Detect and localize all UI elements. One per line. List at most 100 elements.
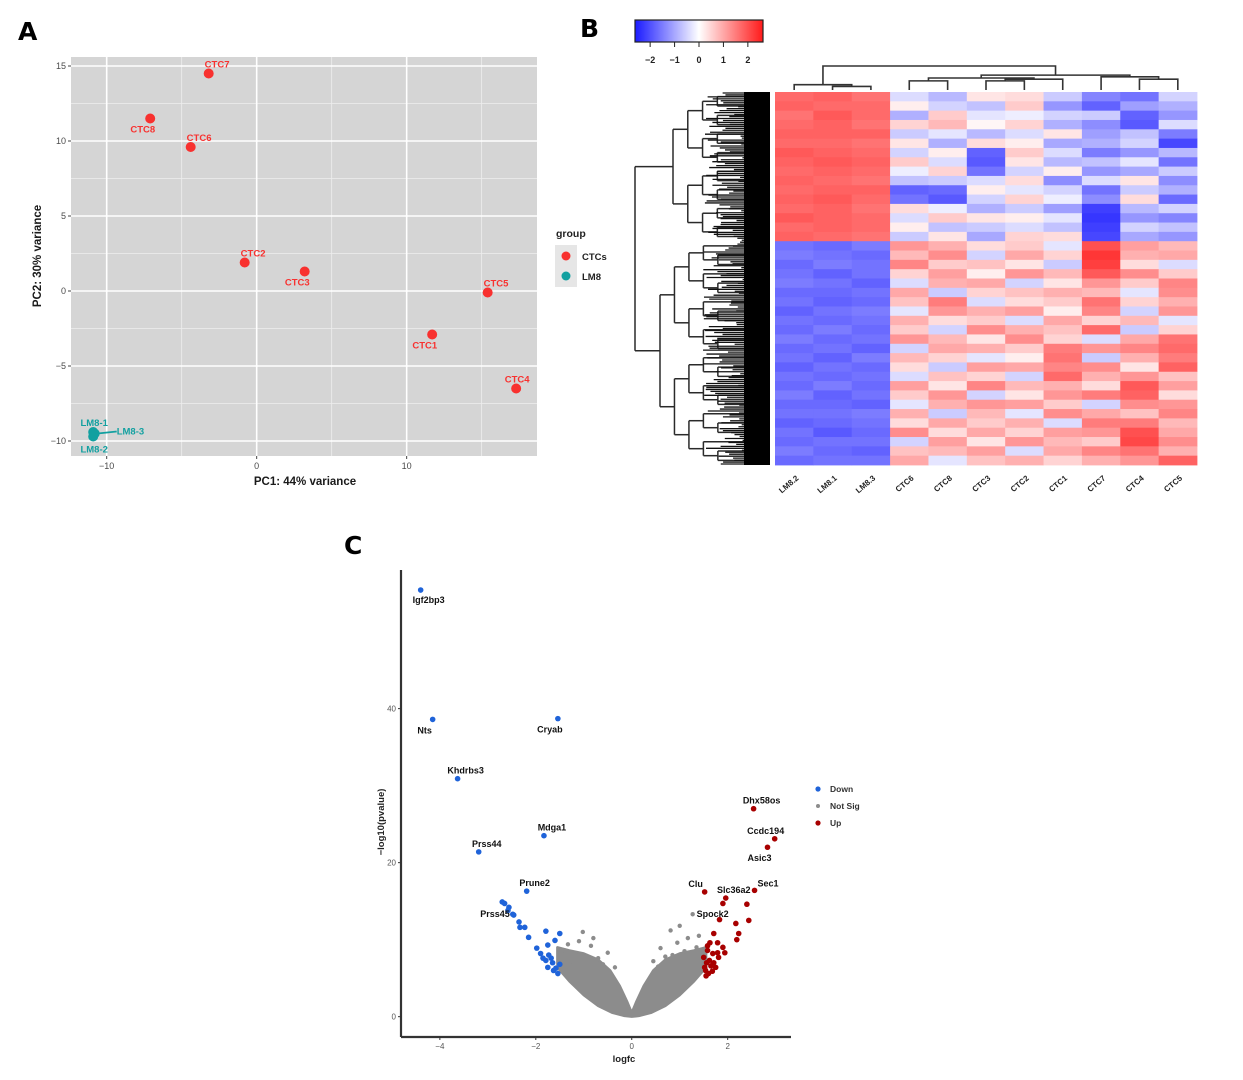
heatmap-cell — [1043, 101, 1083, 112]
heatmap-cell — [890, 231, 929, 242]
heatmap-cell — [966, 278, 1006, 289]
heatmap-cell — [1158, 455, 1198, 466]
pca-point-label: CTC6 — [187, 133, 212, 144]
heatmap-column-label: CTC2 — [1009, 473, 1031, 494]
volcano-point-up — [704, 943, 711, 949]
heatmap-cell — [1043, 371, 1083, 382]
volcano-point-down — [548, 955, 554, 961]
heatmap-cell — [813, 213, 853, 223]
heatmap-cell — [813, 241, 853, 251]
heatmap-cell — [1158, 269, 1198, 279]
volcano-point-up — [720, 900, 726, 907]
color-key-tick-label: 2 — [745, 55, 750, 65]
heatmap-cell — [890, 185, 929, 195]
heatmap-cell — [1043, 306, 1083, 317]
volcano-point-down — [555, 970, 561, 977]
heatmap-cell — [928, 175, 968, 186]
heatmap-cell — [813, 231, 853, 242]
heatmap-cell — [813, 147, 853, 158]
heatmap-cell — [1081, 101, 1121, 112]
volcano-legend-label-down: Down — [830, 784, 853, 794]
heatmap-cell — [966, 362, 1006, 373]
heatmap-cell — [851, 334, 891, 345]
volcano-gene-label: Ccdc194 — [747, 826, 784, 836]
heatmap-cell — [890, 222, 929, 233]
heatmap-cell — [1158, 353, 1198, 363]
heatmap-cell — [813, 427, 853, 438]
heatmap-cell — [966, 231, 1006, 242]
heatmap-cell — [966, 446, 1006, 457]
heatmap-cell — [1120, 418, 1160, 429]
heatmap-cell — [966, 381, 1006, 391]
volcano-point-up — [722, 949, 728, 956]
heatmap-cell — [966, 455, 1006, 466]
heatmap-cell — [851, 231, 891, 242]
heatmap-cell — [851, 166, 891, 177]
heatmap-cell — [1005, 147, 1044, 158]
pca-point — [185, 142, 196, 152]
heatmap-cell — [1158, 92, 1198, 102]
heatmap-cell — [775, 437, 814, 447]
volcano-point-down — [516, 919, 522, 925]
color-key-ticks: −2 −1 0 1 2 — [645, 42, 750, 65]
heatmap-cell — [1043, 231, 1083, 242]
heatmap-cell — [928, 334, 968, 345]
heatmap-cell — [1043, 203, 1083, 214]
volcano-labeled-point — [523, 888, 530, 894]
heatmap-column-label: CTC3 — [970, 473, 992, 494]
heatmap-cell — [813, 437, 853, 447]
volcano-point-not-sig — [605, 950, 610, 955]
heatmap-cell — [1043, 129, 1083, 140]
heatmap-cell — [890, 92, 929, 102]
volcano-point-up — [714, 949, 721, 956]
volcano-point-not-sig — [694, 945, 699, 950]
volcano-point-not-sig — [689, 952, 694, 957]
volcano-gene-label: Slc36a2 — [717, 885, 751, 895]
heatmap-cell — [1043, 92, 1083, 102]
heatmap-cell — [1005, 278, 1044, 289]
heatmap-cell — [928, 129, 968, 140]
heatmap-cell — [890, 381, 929, 391]
heatmap-cell — [966, 241, 1006, 251]
heatmap-cell — [813, 315, 853, 326]
volcano-point-up — [710, 930, 717, 937]
heatmap-cell — [1043, 362, 1083, 373]
heatmap-cell — [966, 409, 1006, 419]
volcano-gene-label: Khdrbs3 — [447, 766, 484, 776]
volcano-legend-label-up: Up — [830, 818, 841, 828]
pca-plot: −10 0 10 −10 −5 0 5 10 15 CTC7 CTC8 CTC6 CTC2 CTC3 CTC… — [32, 57, 607, 488]
heatmap-cell — [775, 231, 814, 242]
volcano-y-axis-title: −log10(pvalue) — [376, 789, 387, 856]
heatmap-cell — [928, 306, 968, 317]
heatmap-cell — [775, 101, 814, 112]
heatmap-column-label: CTC7 — [1086, 473, 1108, 494]
volcano-point-up — [706, 957, 713, 964]
heatmap-cell — [1081, 129, 1121, 140]
heatmap-cell — [890, 278, 929, 289]
volcano-gene-label: Spock2 — [697, 909, 729, 919]
pca-x-axis-title: PC1: 44% variance — [254, 476, 356, 488]
volcano-point-down — [499, 899, 506, 905]
volcano-x-tick-label: 2 — [725, 1042, 730, 1051]
volcano-gene-label: Igf2bp3 — [413, 595, 445, 605]
volcano-point-not-sig — [677, 923, 682, 928]
heatmap-cell — [890, 147, 929, 158]
heatmap-cell — [1043, 119, 1083, 130]
volcano-point-down — [537, 950, 544, 957]
heatmap-cell — [966, 147, 1006, 158]
heatmap-cell — [1081, 194, 1121, 205]
heatmap-cell — [1043, 437, 1083, 447]
heatmap-cell — [813, 418, 853, 429]
heatmap-cell — [775, 129, 814, 140]
heatmap-cell — [1081, 119, 1121, 130]
volcano-labeled-point — [509, 911, 516, 918]
volcano-gene-label: Dhx58os — [743, 796, 781, 806]
heatmap-cell — [1005, 353, 1044, 363]
volcano-labeled-point — [771, 835, 778, 842]
heatmap-cell — [813, 110, 853, 121]
heatmap-cell — [851, 194, 891, 205]
volcano-point-down — [525, 934, 532, 941]
volcano-point-not-sig — [595, 955, 601, 961]
heatmap-cell — [1043, 250, 1083, 261]
volcano-point-not-sig — [573, 952, 578, 958]
